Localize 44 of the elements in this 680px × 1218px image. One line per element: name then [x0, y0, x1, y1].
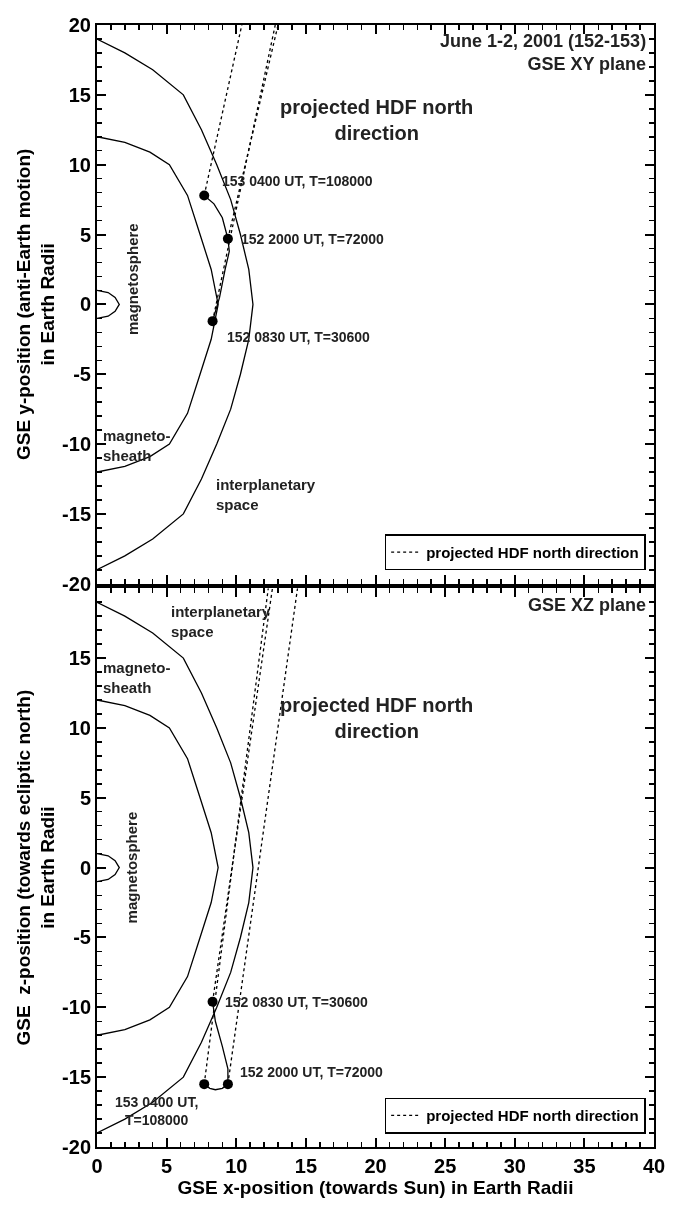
annotation: projected HDF north direction: [280, 96, 474, 144]
annotation: magnetosphere: [123, 811, 141, 924]
y-axis-title: GSE y-position (anti-Earth motion) in Earth Radii: [12, 148, 59, 461]
y-tick-label: -10: [62, 996, 91, 1019]
y-tick-label: 5: [79, 786, 91, 809]
text: GSE XY plane: [527, 54, 647, 75]
y-tick-label: -20: [62, 572, 91, 595]
annotation: interplanetary space: [216, 476, 316, 513]
y-tick-label: -5: [73, 363, 91, 386]
y-tick-label: 15: [68, 647, 91, 670]
y-tick-label: 0: [79, 293, 91, 316]
y-tick-label: 10: [68, 153, 91, 176]
legend-label: projected HDF north direction: [426, 543, 639, 561]
annotation: interplanetary space: [171, 603, 271, 640]
y-tick-label: 0: [79, 856, 91, 879]
annotation: magneto- sheath: [103, 427, 171, 464]
annotation: 152 2000 UT, T=72000: [241, 231, 385, 247]
y-tick-label: -5: [73, 926, 91, 949]
x-tick-label: 35: [573, 1155, 596, 1177]
x-tick-label: 25: [434, 1155, 457, 1177]
chart-title: June 1-2, 2001 (152-153): [440, 31, 647, 51]
annotation: magnetosphere: [123, 223, 141, 336]
y-axis-title: GSE z-position (towards ecliptic north) in Earth Radii: [12, 689, 59, 1046]
chart-title: GSE XZ plane: [528, 595, 647, 615]
y-tick-label: 20: [68, 14, 91, 36]
y-tick-label: 10: [68, 716, 91, 739]
y-tick-label: -20: [62, 1136, 91, 1158]
annotation: 152 2000 UT, T=72000: [240, 1064, 384, 1080]
annotation: 152 0830 UT, T=30600: [225, 994, 369, 1010]
x-axis-title: GSE x-position (towards Sun) in Earth Radii: [177, 1177, 574, 1198]
x-tick-label: 10: [225, 1155, 248, 1177]
x-tick-label: 30: [503, 1155, 526, 1177]
annotation: projected HDF north direction: [280, 694, 474, 742]
y-tick-label: -15: [62, 502, 91, 525]
x-tick-label: 40: [642, 1155, 666, 1177]
x-tick-label: 5: [161, 1155, 173, 1177]
y-tick-label: 5: [79, 223, 91, 246]
annotation: magneto- sheath: [103, 659, 171, 696]
x-tick-label: 20: [364, 1155, 387, 1177]
legend-label: projected HDF north direction: [426, 1107, 639, 1125]
x-tick-label: 15: [294, 1155, 318, 1177]
y-tick-label: -15: [62, 1066, 91, 1089]
y-tick-label: 15: [68, 83, 91, 106]
y-tick-label: -10: [62, 433, 91, 456]
